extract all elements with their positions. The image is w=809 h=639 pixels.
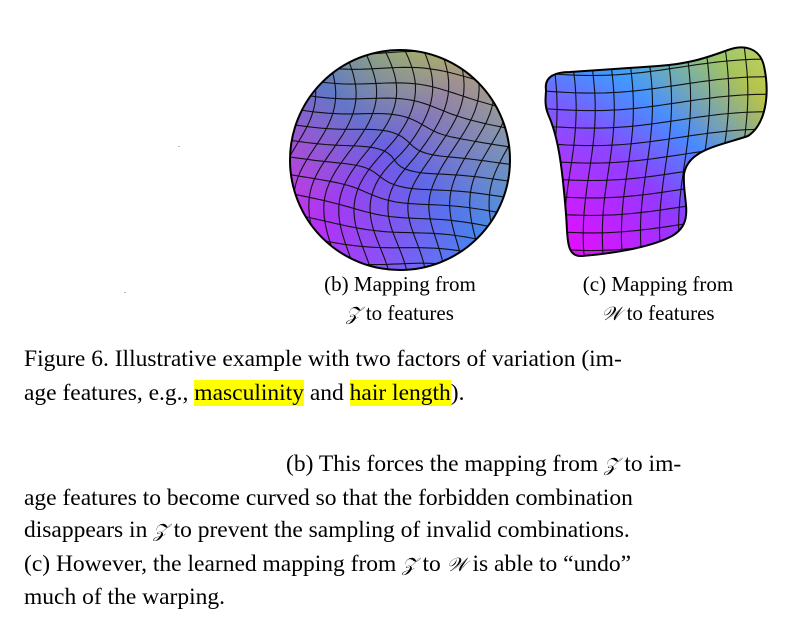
- scan-speck: [178, 146, 180, 147]
- grid-line: [545, 128, 767, 147]
- caption-highlight-masculinity: masculinity: [194, 380, 304, 406]
- grid-line: [545, 93, 767, 112]
- grid-line: [620, 47, 634, 257]
- grid-line: [545, 76, 767, 94]
- body-symbol-w: 𝒲: [446, 553, 467, 576]
- subfigure-b-caption-suffix: to features: [365, 301, 454, 325]
- body-line-3: disappears in 𝒵 to prevent the sampling …: [24, 514, 784, 548]
- body-line-4: (c) However, the learned mapping from 𝒵 …: [24, 548, 784, 582]
- body-paragraph: (b) This forces the mapping from 𝒵 to im…: [24, 448, 784, 614]
- body-line-3-b: to prevent the sampling of invalid combi…: [173, 517, 630, 543]
- body-line-4-b: is able to “undo”: [472, 550, 632, 577]
- subfigure-c-caption-suffix: to features: [626, 301, 715, 325]
- subfigure-c-symbol: 𝒲: [601, 303, 622, 325]
- subfigure-b-caption: (b) Mapping from 𝒵 to features: [288, 270, 512, 329]
- grid-line: [601, 47, 615, 257]
- grid-line: [290, 189, 510, 232]
- caption-part2: age features, e.g.,: [24, 380, 189, 406]
- grid-line: [658, 47, 673, 257]
- caption-end: ).: [450, 380, 465, 406]
- grid-line: [545, 111, 767, 129]
- grid-line: [296, 93, 510, 132]
- caption-label: Figure 6.: [24, 346, 109, 372]
- grid-line: [582, 47, 596, 257]
- subfigure-b-caption-prefix: (b) Mapping from: [324, 272, 476, 296]
- body-line-5: much of the warping.: [24, 584, 226, 610]
- grid-line: [290, 138, 510, 182]
- grid-line: [293, 108, 510, 150]
- body-line-1-b: to im-: [624, 451, 682, 477]
- body-line-1-a: (b) This forces the mapping from: [286, 451, 599, 477]
- caption-part1: Illustrative example with two factors of…: [114, 346, 622, 372]
- body-symbol-z: 𝒵: [402, 553, 417, 576]
- grid-line: [678, 47, 692, 257]
- figure-c-blob-mapping: [544, 46, 768, 258]
- body-symbol-z: 𝒵: [604, 454, 619, 476]
- grid-line: [290, 123, 510, 166]
- body-line-4-mid: to: [422, 550, 441, 577]
- caption-conj: and: [309, 380, 344, 406]
- subfigure-c-caption-prefix: (c) Mapping from: [582, 272, 734, 296]
- caption-highlight-hair-length: hair length: [349, 380, 451, 406]
- grid-line: [290, 154, 509, 199]
- body-line-1: (b) This forces the mapping from 𝒵 to im…: [24, 448, 784, 482]
- body-symbol-z: 𝒵: [153, 520, 168, 542]
- subfigure-b-symbol: 𝒵: [346, 303, 361, 325]
- body-line-2: age features to become curved so that th…: [24, 484, 633, 511]
- figure-b-circle-mapping: [289, 49, 511, 271]
- scan-speck: [124, 292, 126, 293]
- subfigure-c-caption: (c) Mapping from 𝒲 to features: [540, 270, 776, 329]
- body-line-4-a: (c) However, the learned mapping from: [24, 550, 397, 577]
- grid-line: [545, 58, 767, 77]
- grid-line: [639, 47, 654, 257]
- figure-caption: Figure 6. Illustrative example with two …: [24, 342, 784, 410]
- body-line-3-a: disappears in: [24, 517, 148, 543]
- grid-line: [290, 171, 509, 215]
